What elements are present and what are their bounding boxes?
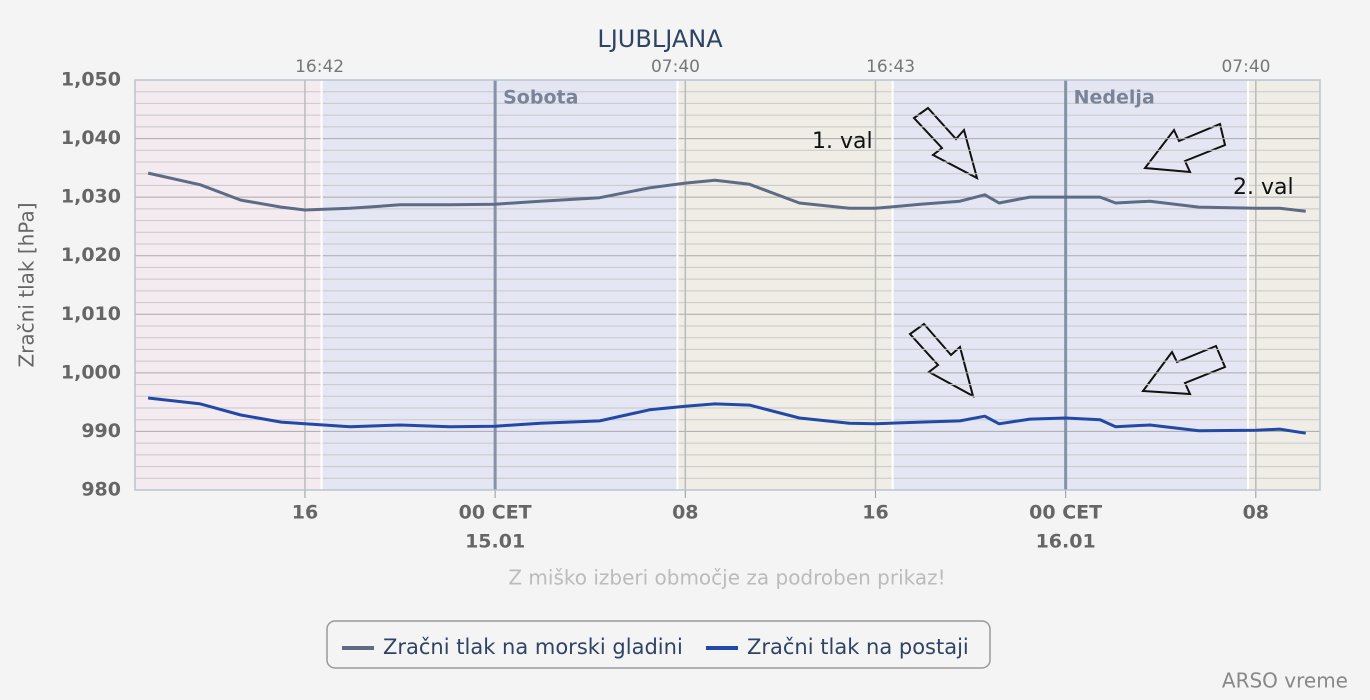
x-tick-label: 00 CET [1029,502,1102,524]
arrow [912,106,979,180]
sun-tick-label: 16:42 [295,57,344,77]
y-tick-label: 1,000 [61,361,121,383]
x-tick-label: 08 [1243,502,1269,524]
y-tick-label: 990 [81,420,121,442]
y-tick-label: 980 [81,479,121,501]
credit: ARSO vreme [1222,669,1348,693]
x-tick-label: 08 [672,502,698,524]
plot-background [135,80,1320,490]
y-tick-label: 1,010 [61,303,121,325]
arrow [908,322,975,398]
day-night-band [135,80,322,490]
day-night-band [321,80,678,490]
chart-title: LJUBLJANA [597,25,723,53]
date-label: 15.01 [465,531,525,553]
series-line [147,396,1306,435]
day-night-band [677,80,893,490]
y-axis-label: Zračni tlak [hPa] [15,202,39,367]
day-label: Sobota [503,87,578,109]
x-tick-label: 00 CET [459,502,532,524]
plot-border [134,79,1321,491]
legend-label: Zračni tlak na morski gladini [383,635,683,659]
y-tick-label: 1,030 [61,186,121,208]
y-tick-label: 1,040 [61,127,121,149]
day-night-band [892,80,1248,490]
annotation-arrows [908,106,1227,398]
legend-label: Zračni tlak na postaji [747,635,969,659]
annotation: 1. val [812,129,873,154]
subtitle: Z miško izberi območje za podroben prika… [508,566,945,590]
y-tick-label: 1,020 [61,244,121,266]
y-tick-label: 1,050 [61,69,121,91]
plot: 980 990 1,000 1,010 1,020 1,030 1,040 1,050 16:4… [61,57,1321,553]
date-label: 16.01 [1036,531,1096,553]
x-tick-label: 16 [292,502,318,524]
day-label: Nedelja [1074,87,1155,109]
x-tick-label: 16 [862,502,888,524]
legend-box [326,620,991,669]
arrow [1143,122,1227,174]
sun-tick-label: 07:40 [651,57,700,77]
series-line [147,171,1306,213]
annotation: 2. val [1233,175,1294,200]
arrow [1141,344,1227,396]
sun-tick-label: 16:43 [866,57,915,77]
sun-tick-label: 07:40 [1221,57,1270,77]
day-night-band [1247,80,1320,490]
